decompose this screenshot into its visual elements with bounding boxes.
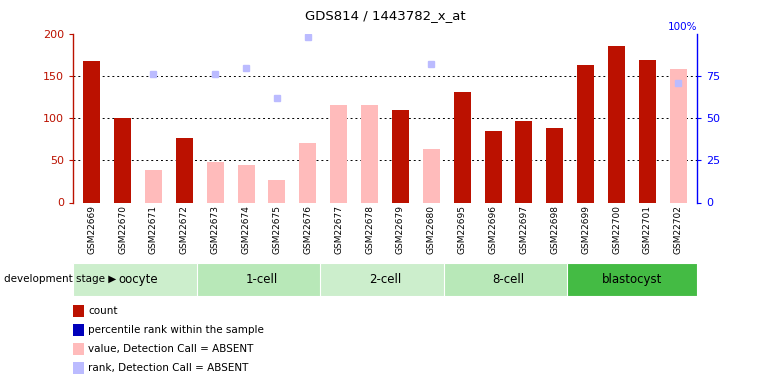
Bar — [320, 262, 450, 296]
Text: GSM22675: GSM22675 — [273, 206, 281, 255]
Bar — [639, 60, 656, 202]
Text: GSM22699: GSM22699 — [581, 206, 590, 255]
Bar — [196, 262, 326, 296]
Text: oocyte: oocyte — [118, 273, 158, 286]
Bar — [608, 46, 625, 202]
Text: GSM22670: GSM22670 — [118, 206, 127, 255]
Bar — [330, 105, 347, 202]
Bar — [454, 92, 470, 202]
Text: 2-cell: 2-cell — [369, 273, 401, 286]
Bar — [361, 105, 378, 202]
Bar — [444, 262, 574, 296]
Text: GSM22680: GSM22680 — [427, 206, 436, 255]
Text: GSM22695: GSM22695 — [457, 206, 467, 255]
Bar — [73, 262, 203, 296]
Text: GSM22698: GSM22698 — [551, 206, 559, 255]
Text: count: count — [89, 306, 118, 316]
Bar — [73, 324, 84, 336]
Text: percentile rank within the sample: percentile rank within the sample — [89, 325, 264, 335]
Text: GSM22678: GSM22678 — [365, 206, 374, 255]
Bar — [206, 162, 223, 202]
Text: GSM22672: GSM22672 — [180, 206, 189, 254]
Bar — [145, 170, 162, 202]
Text: GSM22669: GSM22669 — [87, 206, 96, 255]
Text: GSM22673: GSM22673 — [211, 206, 219, 255]
Bar — [567, 262, 697, 296]
Bar — [392, 110, 409, 202]
Text: GSM22674: GSM22674 — [242, 206, 250, 254]
Bar — [547, 128, 564, 202]
Text: GSM22700: GSM22700 — [612, 206, 621, 255]
Text: 1-cell: 1-cell — [246, 273, 278, 286]
Text: GSM22677: GSM22677 — [334, 206, 343, 255]
Bar — [484, 131, 501, 203]
Text: value, Detection Call = ABSENT: value, Detection Call = ABSENT — [89, 344, 254, 354]
Text: GSM22679: GSM22679 — [396, 206, 405, 255]
Bar — [515, 121, 532, 202]
Text: 8-cell: 8-cell — [493, 273, 524, 286]
Bar — [73, 343, 84, 355]
Bar — [114, 118, 131, 202]
Text: GSM22702: GSM22702 — [674, 206, 683, 254]
Bar — [73, 305, 84, 317]
Text: GSM22676: GSM22676 — [303, 206, 313, 255]
Text: rank, Detection Call = ABSENT: rank, Detection Call = ABSENT — [89, 363, 249, 372]
Bar — [238, 165, 255, 202]
Text: 100%: 100% — [668, 22, 697, 32]
Bar — [269, 180, 286, 203]
Bar — [670, 69, 687, 203]
Text: blastocyst: blastocyst — [602, 273, 662, 286]
Text: GSM22697: GSM22697 — [520, 206, 528, 255]
Bar — [83, 61, 100, 202]
Text: GDS814 / 1443782_x_at: GDS814 / 1443782_x_at — [305, 9, 465, 22]
Text: GSM22671: GSM22671 — [149, 206, 158, 255]
Bar — [73, 362, 84, 374]
Text: development stage ▶: development stage ▶ — [4, 274, 116, 284]
Bar — [578, 65, 594, 203]
Bar — [300, 144, 316, 202]
Bar — [176, 138, 192, 202]
Text: GSM22696: GSM22696 — [489, 206, 497, 255]
Bar — [423, 149, 440, 202]
Text: GSM22701: GSM22701 — [643, 206, 652, 255]
